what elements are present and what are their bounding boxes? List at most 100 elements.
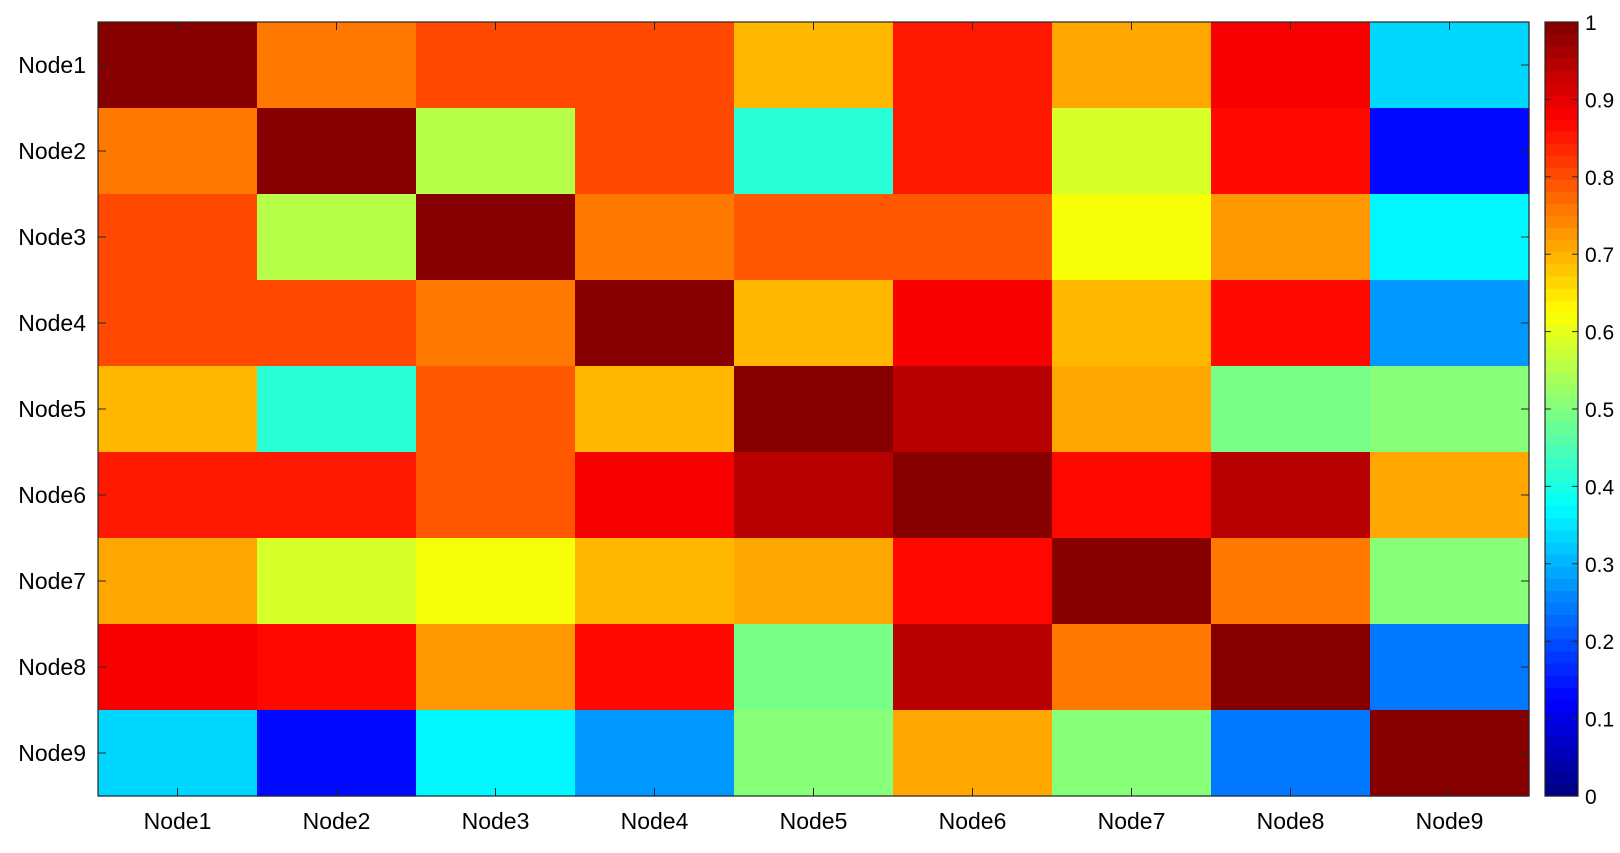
colorbar-level [1545, 735, 1578, 749]
heatmap-cell-Node1-Node2 [257, 22, 417, 109]
x-tick-label: Node6 [939, 808, 1007, 834]
colorbar-level [1545, 215, 1578, 229]
colorbar-level [1545, 227, 1578, 241]
colorbar-level [1545, 759, 1578, 773]
colorbar-level [1545, 34, 1578, 47]
heatmap-cell-Node2-Node9 [1370, 108, 1530, 195]
heatmap-cell-Node1-Node6 [893, 22, 1053, 109]
heatmap-cell-Node7-Node7 [1052, 538, 1212, 625]
heatmap-cell-Node1-Node9 [1370, 22, 1530, 109]
colorbar-level [1545, 493, 1578, 507]
heatmap-cell-Node3-Node7 [1052, 194, 1212, 281]
heatmap-cell-Node8-Node1 [98, 624, 258, 711]
heatmap-cell-Node5-Node6 [893, 366, 1053, 453]
heatmap-cell-Node8-Node2 [257, 624, 417, 711]
heatmap-cell-Node5-Node3 [416, 366, 576, 453]
y-tick-label: Node5 [18, 396, 86, 422]
heatmap-cell-Node7-Node1 [98, 538, 258, 625]
heatmap-cell-Node1-Node8 [1211, 22, 1371, 109]
colorbar-level [1545, 469, 1578, 483]
colorbar-level [1545, 118, 1578, 132]
heatmap-cell-Node9-Node5 [734, 710, 894, 797]
colorbar-level [1545, 22, 1578, 35]
colorbar-level [1545, 481, 1578, 495]
colorbar-level [1545, 675, 1578, 688]
y-axis: Node1 Node2 Node3 Node4 Node5 Node6 Node7 Node8… [18, 52, 1529, 766]
y-tick-label: Node7 [18, 568, 86, 594]
colorbar-level [1545, 372, 1578, 386]
heatmap-cell-Node5-Node5 [734, 366, 894, 453]
y-tick-label: Node6 [18, 482, 86, 508]
colorbar-tick-label: 0.4 [1585, 476, 1615, 499]
colorbar-tick-label: 0.5 [1585, 399, 1614, 422]
y-tick-label: Node8 [18, 654, 86, 680]
colorbar-tick-label: 0.9 [1585, 89, 1614, 112]
colorbar-level [1545, 590, 1578, 604]
colorbar-level [1545, 300, 1578, 313]
heatmap-cell-Node2-Node1 [98, 108, 258, 195]
heatmap-cell-Node7-Node6 [893, 538, 1053, 625]
heatmap-cell-Node4-Node1 [98, 280, 258, 367]
heatmap-cell-Node4-Node6 [893, 280, 1053, 367]
colorbar-level [1545, 336, 1578, 350]
colorbar-level [1545, 275, 1578, 289]
colorbar-tick-label: 0 [1585, 786, 1597, 809]
colorbar-tick-label: 0.3 [1585, 554, 1614, 577]
heatmap-cell-Node1-Node3 [416, 22, 576, 109]
colorbar-level [1545, 251, 1578, 265]
heatmap-cell-Node2-Node2 [257, 108, 417, 195]
heatmap-cell-Node6-Node3 [416, 452, 576, 539]
colorbar-level [1545, 723, 1578, 737]
colorbar-level [1545, 239, 1578, 253]
heatmap-cell-Node9-Node4 [575, 710, 735, 797]
heatmap-cell-Node9-Node2 [257, 710, 417, 797]
colorbar-tick-label: 0.2 [1585, 631, 1614, 654]
heatmap-cell-Node4-Node7 [1052, 280, 1212, 367]
colorbar-level [1545, 421, 1578, 434]
heatmap-cell-Node8-Node5 [734, 624, 894, 711]
colorbar-tick-label: 0.8 [1585, 167, 1614, 190]
colorbar-level [1545, 82, 1578, 96]
heatmap-cell-Node6-Node7 [1052, 452, 1212, 539]
colorbar-level [1545, 542, 1578, 555]
heatmap-cell-Node9-Node1 [98, 710, 258, 797]
heatmap-cell-Node7-Node8 [1211, 538, 1371, 625]
colorbar-level [1545, 614, 1578, 628]
x-tick-label: Node5 [780, 808, 848, 834]
heatmap-cell-Node4-Node9 [1370, 280, 1530, 367]
colorbar-tick-label: 0.1 [1585, 709, 1614, 732]
heatmap-cell-Node6-Node9 [1370, 452, 1530, 539]
heatmap-cell-Node2-Node6 [893, 108, 1053, 195]
colorbar-level [1545, 360, 1578, 374]
colorbar-level [1545, 155, 1578, 168]
colorbar-level [1545, 203, 1578, 217]
x-tick-label: Node2 [303, 808, 371, 834]
colorbar-level [1545, 46, 1578, 59]
heatmap-cell-Node7-Node3 [416, 538, 576, 625]
colorbar-level [1545, 324, 1578, 338]
colorbar-level [1545, 384, 1578, 398]
heatmap-cells [98, 22, 1530, 797]
heatmap-cell-Node5-Node4 [575, 366, 735, 453]
heatmap-cell-Node2-Node4 [575, 108, 735, 195]
heatmap-cell-Node5-Node7 [1052, 366, 1212, 453]
colorbar-level [1545, 191, 1578, 205]
colorbar-level [1545, 457, 1578, 471]
heatmap-cell-Node9-Node7 [1052, 710, 1212, 797]
heatmap-cell-Node2-Node3 [416, 108, 576, 195]
heatmap-cell-Node3-Node3 [416, 194, 576, 281]
colorbar-level [1545, 288, 1578, 301]
colorbar-tick-label: 1 [1585, 12, 1597, 35]
colorbar-level [1545, 179, 1578, 192]
colorbar-level [1545, 687, 1578, 700]
heatmap-cell-Node8-Node8 [1211, 624, 1371, 711]
colorbar-level [1545, 626, 1578, 640]
colorbar-gradient [1545, 22, 1578, 797]
colorbar-level [1545, 142, 1578, 156]
colorbar-level [1545, 409, 1578, 422]
heatmap-cell-Node9-Node8 [1211, 710, 1371, 797]
heatmap-cell-Node2-Node7 [1052, 108, 1212, 195]
colorbar-level [1545, 771, 1578, 785]
heatmap-cell-Node6-Node6 [893, 452, 1053, 539]
